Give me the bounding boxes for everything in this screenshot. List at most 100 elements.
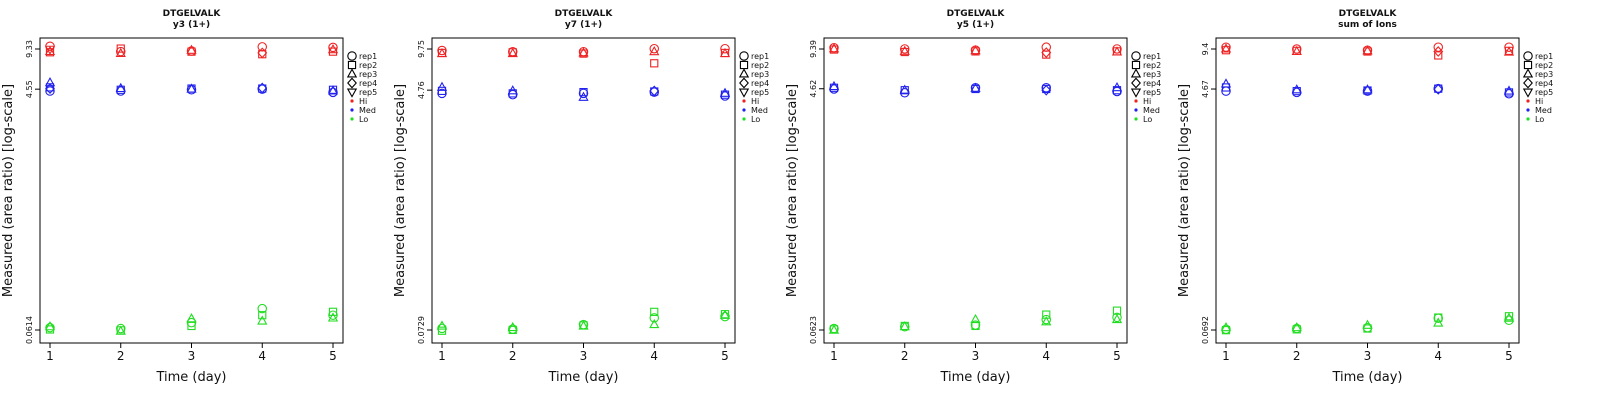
data-point-med	[971, 84, 980, 94]
data-point-lo	[649, 318, 660, 329]
data-point-lo	[187, 321, 196, 331]
data-point-med	[1041, 83, 1052, 93]
legend-marker	[739, 51, 749, 61]
legend-label: Med	[359, 106, 376, 115]
legend-marker	[738, 88, 750, 98]
data-point-lo	[437, 323, 447, 334]
data-point-lo	[1291, 321, 1302, 332]
legend-marker	[347, 77, 357, 89]
legend-label: rep5	[1535, 88, 1553, 97]
data-point-lo	[1112, 312, 1122, 323]
legend-label: rep5	[751, 88, 769, 97]
data-point-lo	[1503, 312, 1515, 322]
data-point-hi	[1111, 46, 1123, 56]
legend-marker	[346, 88, 358, 98]
x-tick-label: 5	[721, 349, 729, 363]
y-axis-label: Measured (area ratio) [log-scale]	[1, 84, 16, 297]
data-point-hi	[829, 45, 839, 54]
legend-marker	[1131, 60, 1141, 70]
legend-label: Med	[1535, 106, 1552, 115]
legend-marker	[1526, 99, 1530, 103]
data-point-lo	[437, 326, 447, 335]
legend-marker	[1522, 68, 1534, 78]
data-point-hi	[1220, 43, 1232, 53]
y-tick-label: 4.76	[417, 81, 426, 99]
legend-marker	[1134, 117, 1138, 121]
legend-marker	[346, 68, 358, 78]
data-point-hi	[1291, 45, 1302, 55]
x-tick-label: 1	[438, 349, 446, 363]
data-point-hi	[257, 47, 268, 59]
chart-subtitle: y5 (1+)	[957, 20, 994, 30]
data-point-lo	[328, 307, 338, 316]
data-point-med	[257, 82, 268, 94]
data-point-hi	[1504, 42, 1514, 52]
data-point-med	[507, 89, 518, 100]
data-point-hi	[116, 46, 126, 57]
legend-label: rep1	[1143, 52, 1161, 61]
x-tick-label: 5	[1113, 349, 1121, 363]
legend-label: rep3	[359, 70, 377, 79]
data-point-lo	[1111, 313, 1123, 324]
data-point-med	[1291, 84, 1302, 94]
chart-title: DTGELVALK	[1339, 9, 1398, 19]
legend-label: Hi	[1143, 97, 1151, 106]
data-point-hi	[649, 45, 660, 56]
data-point-lo	[1041, 316, 1052, 326]
x-tick-label: 1	[830, 349, 838, 363]
legend-label: rep5	[1143, 88, 1161, 97]
data-point-hi	[1433, 46, 1444, 57]
y-tick-label: 0.0623	[809, 316, 818, 344]
data-point-hi	[115, 47, 126, 58]
legend-marker	[1130, 68, 1142, 78]
data-point-lo	[1362, 319, 1373, 329]
data-point-lo	[328, 310, 338, 320]
legend-marker	[1523, 51, 1533, 61]
legend-label: Hi	[359, 97, 367, 106]
x-tick-label: 2	[117, 349, 125, 363]
data-point-lo	[1041, 314, 1052, 325]
legend-marker	[1522, 88, 1534, 98]
legend-marker	[1131, 51, 1141, 61]
data-point-hi	[899, 44, 910, 54]
data-point-med	[44, 77, 56, 87]
data-point-hi	[899, 45, 910, 55]
data-point-hi	[1112, 44, 1122, 54]
x-tick-label: 4	[1042, 349, 1050, 363]
y-axis-label: Measured (area ratio) [log-scale]	[1177, 84, 1192, 297]
data-point-hi	[1363, 47, 1372, 56]
data-point-lo	[257, 315, 268, 325]
y-tick-label: 0.0614	[25, 316, 34, 344]
x-tick-label: 2	[1293, 349, 1301, 363]
x-tick-label: 3	[1364, 349, 1372, 363]
data-point-med	[436, 81, 448, 91]
data-point-lo	[186, 313, 197, 323]
legend-label: rep5	[359, 88, 377, 97]
legend-marker	[350, 117, 354, 121]
data-point-med	[45, 86, 55, 96]
data-point-hi	[650, 59, 659, 68]
legend-marker	[1526, 117, 1530, 121]
data-point-lo	[578, 320, 589, 330]
data-point-lo	[436, 320, 448, 330]
legend-label: rep1	[1535, 52, 1553, 61]
x-axis-label: Time (day)	[547, 370, 618, 385]
data-point-med	[579, 87, 588, 97]
legend-label: Lo	[1535, 115, 1544, 124]
data-point-med	[970, 82, 981, 92]
plot-area	[431, 37, 736, 344]
data-point-med	[437, 88, 447, 99]
data-point-hi	[1503, 46, 1515, 56]
data-point-med	[45, 83, 55, 94]
y-axis-label: Measured (area ratio) [log-scale]	[393, 84, 408, 297]
data-point-lo	[45, 322, 55, 333]
y-tick-label: 0.0692	[1201, 316, 1210, 344]
data-point-med	[1041, 84, 1052, 96]
data-point-lo	[1220, 321, 1232, 332]
data-point-med	[186, 83, 197, 93]
data-point-lo	[649, 313, 659, 323]
plot-area	[1215, 37, 1520, 344]
data-point-med	[1112, 86, 1122, 97]
legend-label: rep2	[751, 61, 769, 70]
